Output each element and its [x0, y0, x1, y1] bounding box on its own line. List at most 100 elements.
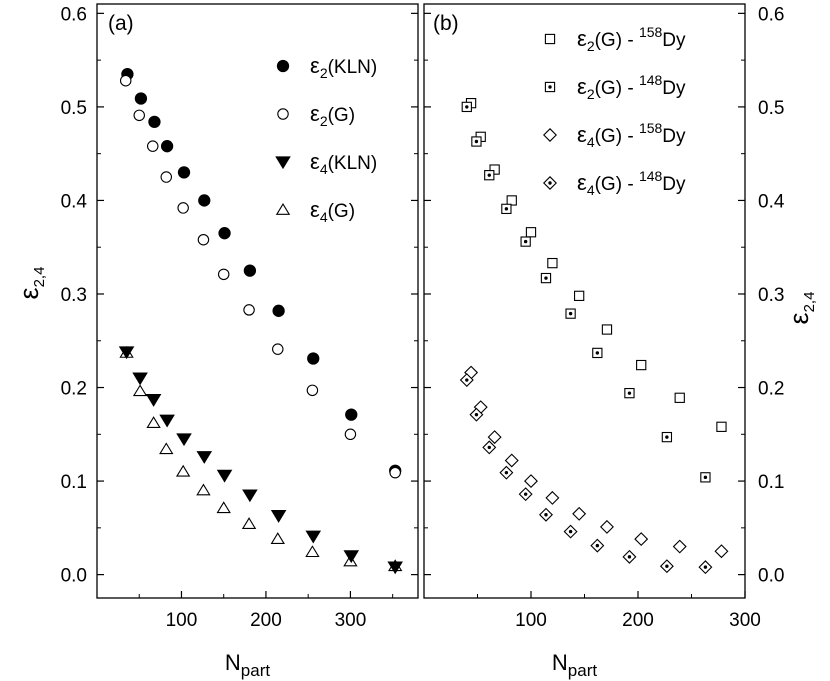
- data-point: [506, 195, 517, 206]
- data-point: [487, 430, 502, 445]
- data-point: [622, 549, 637, 564]
- legend-entry: ε4(G): [275, 197, 355, 225]
- series-3: [464, 365, 729, 559]
- data-point: [389, 466, 401, 479]
- data-point: [159, 442, 174, 455]
- x-tick-label: 300: [729, 610, 761, 631]
- data-point: [661, 431, 673, 443]
- data-point: [459, 373, 474, 388]
- y-tick-label: 0.2: [758, 379, 784, 400]
- data-point: [196, 451, 213, 464]
- legend-entry: ε2(G) - 158Dy: [544, 24, 686, 54]
- data-point: [159, 414, 175, 428]
- data-point: [636, 359, 647, 371]
- x-tick-label: 200: [250, 610, 282, 631]
- y-tick-label: 0.0: [758, 566, 784, 587]
- data-point: [659, 559, 674, 574]
- data-point: [196, 483, 211, 496]
- x-tick-label: 100: [515, 610, 547, 631]
- legend-marker: [543, 176, 557, 190]
- data-point: [305, 545, 320, 558]
- data-point: [634, 532, 649, 547]
- data-point: [592, 347, 603, 359]
- y-axis-title: ε2,4: [784, 292, 818, 325]
- data-point: [177, 166, 191, 179]
- y-tick-label: 0.5: [758, 98, 784, 119]
- data-point: [176, 433, 192, 447]
- data-point: [518, 487, 533, 502]
- data-point: [387, 561, 403, 575]
- data-point: [343, 554, 358, 567]
- legend-entry: ε2(G): [277, 101, 355, 129]
- data-point: [545, 490, 560, 505]
- data-point: [133, 109, 145, 122]
- data-point: [243, 264, 257, 277]
- data-point: [539, 507, 553, 522]
- data-point: [132, 372, 148, 386]
- legend-label: ε4(G) - 158Dy: [577, 120, 686, 150]
- data-point: [572, 506, 587, 521]
- legend-label: ε4(KLN): [310, 149, 377, 177]
- data-point: [547, 257, 558, 269]
- series-4: [459, 373, 713, 575]
- data-point: [175, 464, 191, 477]
- data-point: [146, 416, 161, 428]
- data-point: [599, 519, 614, 534]
- data-point: [524, 474, 538, 489]
- data-point: [344, 428, 357, 441]
- data-point: [714, 544, 729, 559]
- data-point: [573, 290, 585, 302]
- data-point: [520, 236, 531, 247]
- data-point: [489, 164, 500, 175]
- data-point: [134, 92, 148, 105]
- data-point: [565, 308, 576, 319]
- y-tick-label: 0.6: [758, 4, 784, 25]
- data-point: [119, 74, 132, 87]
- data-point: [525, 227, 537, 238]
- legend-marker: [275, 156, 291, 170]
- data-point: [118, 346, 135, 360]
- panel-b: 100 200 300 0.0 0.1 0.2 0.3 0.4 0.5 0.6 Npart ε2,4 (…: [423, 3, 818, 680]
- legend-entry: ε2(KLN): [276, 53, 377, 81]
- legend-entry: ε2(G) - 148Dy: [544, 72, 686, 102]
- legend-entry: ε4(G) - 158Dy: [543, 120, 686, 150]
- panel-label: (b): [433, 12, 459, 35]
- legend-marker: [276, 59, 290, 73]
- y-tick-label: 0.3: [61, 285, 87, 306]
- series-2: [119, 74, 401, 479]
- data-point: [698, 560, 713, 575]
- data-point: [216, 501, 231, 514]
- data-point: [177, 202, 189, 214]
- data-point: [270, 532, 285, 544]
- data-point: [484, 170, 495, 181]
- x-tick-label: 200: [622, 610, 654, 631]
- legend-marker: [544, 33, 556, 45]
- data-point: [160, 140, 174, 153]
- data-point: [700, 472, 711, 483]
- data-point: [471, 136, 482, 147]
- data-point: [216, 469, 233, 483]
- data-point: [119, 345, 134, 358]
- y-tick-label: 0.0: [61, 566, 87, 587]
- data-point: [272, 304, 285, 317]
- data-point: [388, 559, 403, 572]
- x-axis-title: Npart: [225, 650, 270, 680]
- data-point: [242, 489, 258, 503]
- data-point: [147, 140, 159, 152]
- series-3: [118, 346, 403, 575]
- data-point: [590, 538, 605, 553]
- data-point: [504, 453, 519, 468]
- data-point: [307, 352, 320, 365]
- series-2: [461, 101, 711, 483]
- data-point: [672, 539, 687, 554]
- data-point: [469, 407, 484, 422]
- data-point: [145, 394, 162, 407]
- data-point: [716, 421, 727, 432]
- legend-entry: ε4(KLN): [275, 149, 377, 177]
- data-point: [624, 387, 635, 399]
- y-tick-label: 0.5: [61, 98, 87, 119]
- legend-marker: [543, 128, 557, 142]
- y-axis-title: ε2,4: [14, 267, 48, 300]
- y-tick-label: 0.6: [61, 4, 87, 25]
